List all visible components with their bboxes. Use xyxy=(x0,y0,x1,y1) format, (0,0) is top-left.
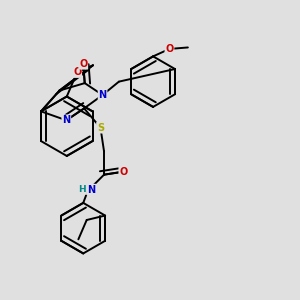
Text: O: O xyxy=(79,59,87,69)
Text: H: H xyxy=(79,185,86,194)
Text: N: N xyxy=(98,90,106,100)
Text: N: N xyxy=(62,115,70,125)
Text: S: S xyxy=(97,123,104,133)
Text: O: O xyxy=(73,67,81,77)
Text: O: O xyxy=(165,44,174,54)
Text: O: O xyxy=(119,167,128,177)
Text: N: N xyxy=(87,184,95,194)
